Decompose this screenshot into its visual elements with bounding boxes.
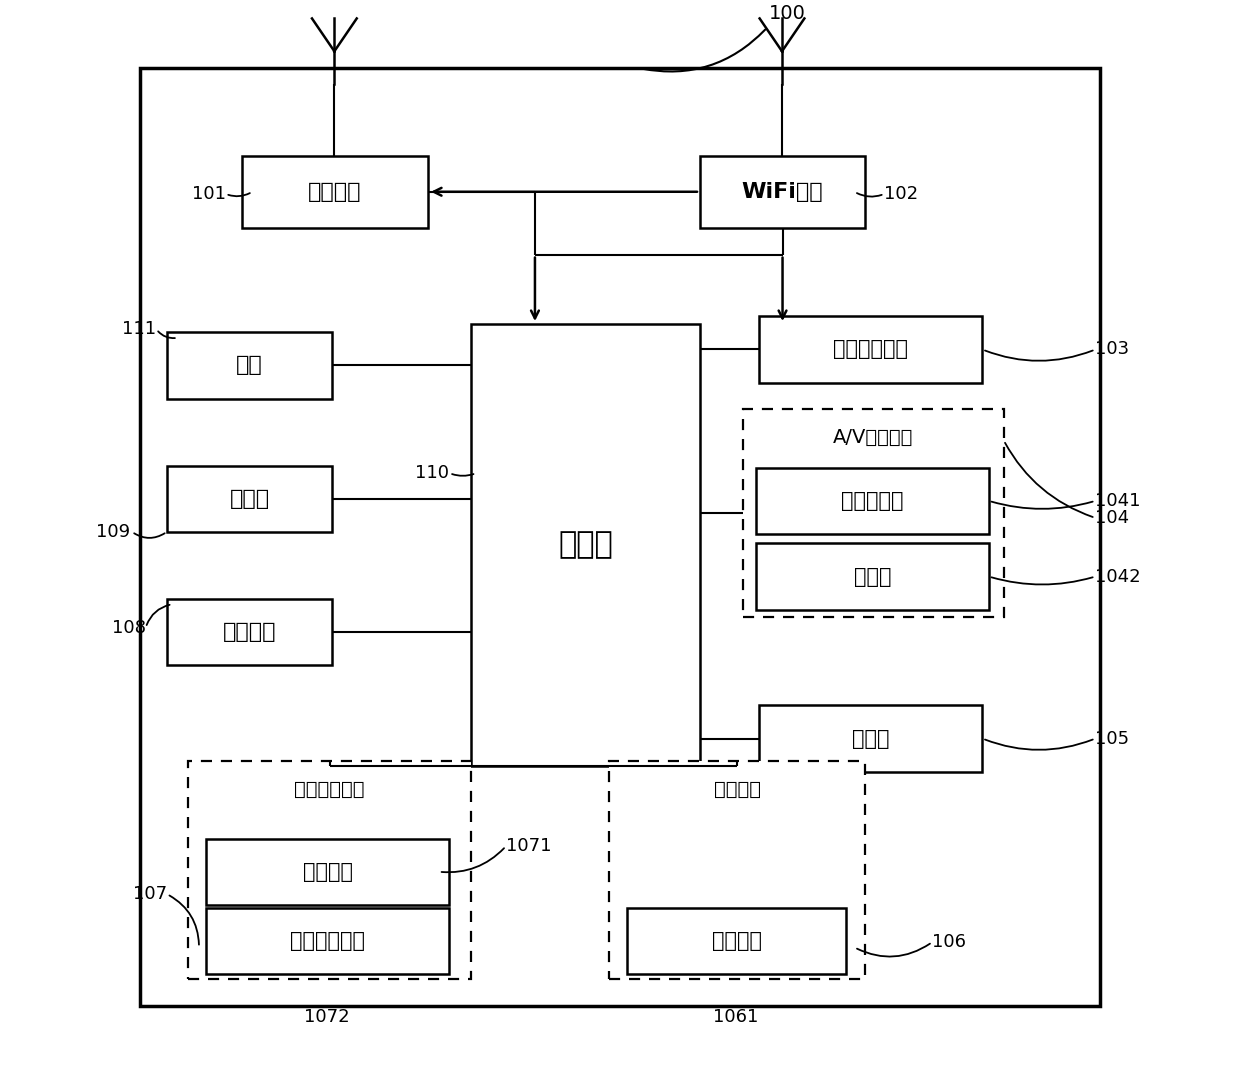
Text: 显示单元: 显示单元 [714,780,761,799]
Text: 1071: 1071 [506,837,552,855]
Text: 1061: 1061 [713,1008,759,1026]
Bar [743,409,1003,617]
Bar [699,155,866,228]
Bar [206,839,449,905]
Text: 麦克风: 麦克风 [854,566,892,586]
Text: 触控面板: 触控面板 [303,861,353,882]
Text: 102: 102 [884,185,919,203]
Text: 射频单元: 射频单元 [309,182,362,202]
Bar [609,761,866,979]
Bar [471,324,699,766]
Bar [167,333,332,398]
Text: 111: 111 [123,320,156,338]
Bar [627,908,846,974]
Text: 接口单元: 接口单元 [223,622,277,642]
Bar [759,705,982,771]
Text: 图形处理器: 图形处理器 [842,491,904,510]
Text: 1072: 1072 [304,1008,350,1026]
Bar [188,761,471,979]
Bar [167,599,332,664]
Text: 104: 104 [1095,509,1130,526]
Text: A/V输入单元: A/V输入单元 [833,428,914,447]
Bar [206,908,449,974]
Text: 显示面板: 显示面板 [712,931,761,951]
Text: 108: 108 [112,618,146,637]
Text: 106: 106 [932,933,966,951]
Text: 1041: 1041 [1095,492,1141,509]
Text: 103: 103 [1095,340,1130,358]
Bar [756,544,988,610]
Bar [140,68,1100,1006]
Text: 109: 109 [95,523,130,540]
Text: 110: 110 [415,464,449,483]
Bar [242,155,428,228]
Text: 电源: 电源 [237,355,263,376]
Text: 101: 101 [192,185,226,203]
Text: 处理器: 处理器 [558,531,613,560]
Text: 105: 105 [1095,730,1130,748]
Text: WiFi模块: WiFi模块 [742,182,823,202]
Text: 存储器: 存储器 [229,489,269,508]
Bar [167,465,332,532]
Text: 107: 107 [133,885,167,903]
Text: 100: 100 [769,4,806,24]
Text: 其他输入设备: 其他输入设备 [290,931,366,951]
Text: 音频输出单元: 音频输出单元 [833,339,908,360]
Text: 传感器: 传感器 [852,729,889,749]
Bar [756,468,988,534]
Text: 用户输入单元: 用户输入单元 [294,780,365,799]
Text: 1042: 1042 [1095,567,1141,585]
Bar [759,317,982,383]
